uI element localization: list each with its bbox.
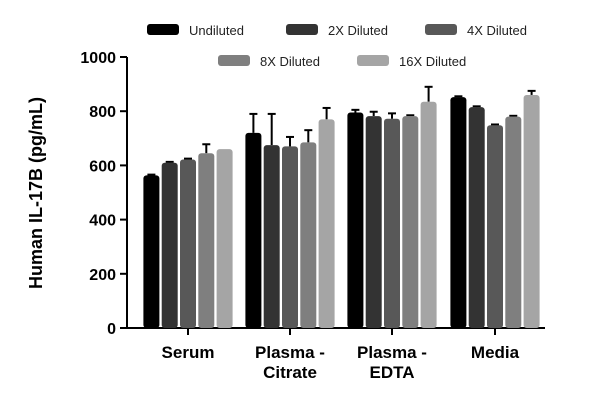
legend-label: Undiluted — [189, 23, 244, 38]
x-tick-label: Citrate — [263, 363, 317, 382]
bar — [198, 153, 215, 328]
y-tick-label: 800 — [89, 104, 116, 121]
bar — [245, 132, 262, 328]
legend-swatch — [357, 55, 389, 66]
legend-swatch — [147, 24, 179, 35]
bar — [143, 175, 160, 328]
legend-label: 2X Diluted — [328, 23, 388, 38]
bar — [282, 146, 298, 328]
bar — [420, 101, 437, 328]
legend-label: 16X Diluted — [399, 54, 466, 69]
legend-swatch — [286, 24, 318, 35]
y-axis-label: Human IL-17B (pg/mL) — [26, 97, 46, 289]
bar — [216, 149, 233, 328]
y-tick-label: 400 — [89, 213, 116, 230]
bar — [365, 116, 382, 328]
bar — [450, 97, 467, 328]
bar — [384, 118, 400, 329]
bar — [180, 159, 196, 328]
x-tick-label: Media — [471, 343, 520, 362]
x-tick-label: Serum — [162, 343, 215, 362]
x-tick-label: Plasma - — [255, 343, 325, 362]
bar — [505, 116, 522, 329]
legend-label: 4X Diluted — [467, 23, 527, 38]
x-tick-label: Plasma - — [357, 343, 427, 362]
bar — [487, 125, 503, 329]
y-tick-label: 200 — [89, 267, 116, 284]
bar — [263, 145, 280, 328]
legend-swatch — [425, 24, 457, 35]
bar — [318, 119, 335, 328]
bar — [523, 94, 540, 328]
legend-swatch — [218, 55, 250, 66]
bar — [347, 112, 364, 329]
y-tick-label: 600 — [89, 158, 116, 175]
y-tick-label: 1000 — [80, 50, 116, 67]
legend-label: 8X Diluted — [260, 54, 320, 69]
bar — [468, 107, 485, 328]
bar — [300, 142, 317, 328]
bar — [402, 116, 419, 328]
bar — [161, 162, 178, 328]
x-tick-label: EDTA — [369, 363, 414, 382]
y-tick-label: 0 — [107, 321, 116, 338]
